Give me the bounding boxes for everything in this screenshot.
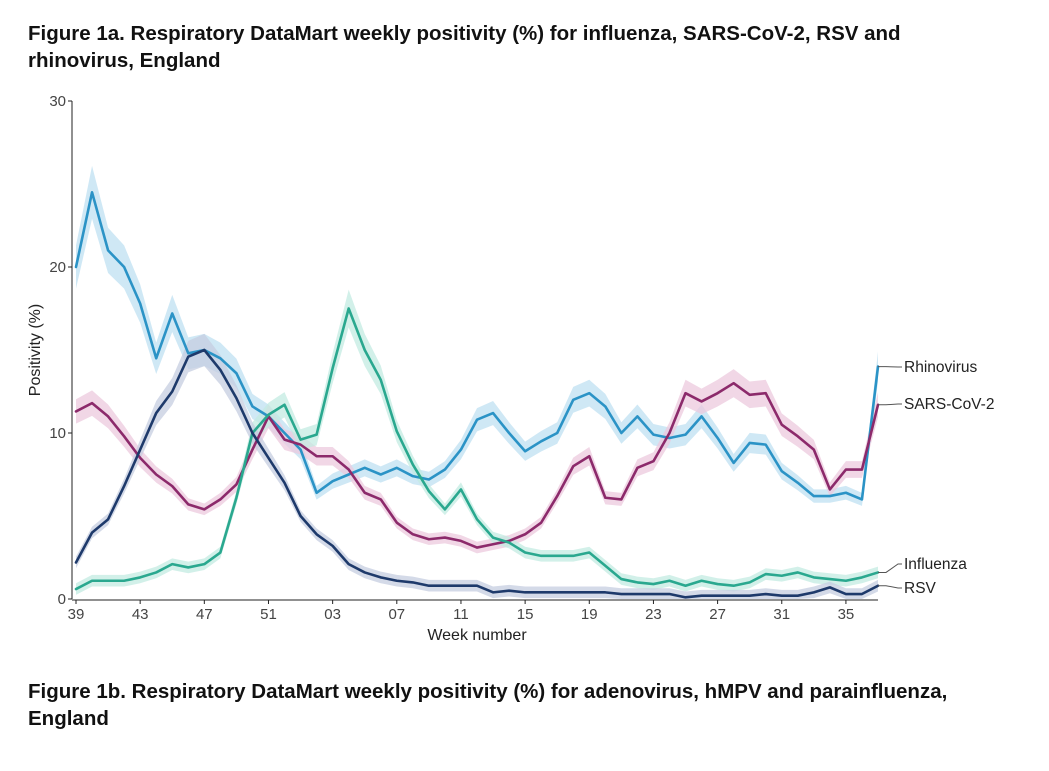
figure-1a-title: Figure 1a. Respiratory DataMart weekly p…: [28, 22, 901, 72]
y-tick-label: 10: [49, 425, 66, 442]
influenza-line: [74, 307, 880, 591]
x-tick-label: 43: [132, 606, 149, 623]
y-axis-ticks: 0 10 20 30: [49, 93, 72, 608]
chart-axes: [71, 101, 878, 601]
y-tick-label: 20: [49, 259, 66, 276]
figure-1b-title: Figure 1b. Respiratory DataMart weekly p…: [28, 680, 948, 730]
sars-cov-2-label: SARS-CoV-2: [904, 396, 994, 413]
x-tick-label: 39: [68, 606, 85, 623]
x-tick-label: 51: [260, 606, 277, 623]
rsv-line: [74, 348, 880, 599]
x-tick-label: 19: [581, 606, 598, 623]
influenza-label: Influenza: [904, 556, 967, 573]
y-axis-title: Positivity (%): [27, 304, 44, 396]
y-tick-label: 30: [49, 93, 66, 110]
x-axis-title: Week number: [427, 627, 527, 644]
rhinovirus-confidence-band: [76, 165, 878, 506]
series-direct-labels: Rhinovirus SARS-CoV-2 Influenza RSV: [878, 359, 994, 597]
series-lines: [74, 191, 880, 599]
rsv-label: RSV: [904, 580, 937, 597]
x-tick-label: 47: [196, 606, 213, 623]
x-tick-label: 31: [773, 606, 790, 623]
rsv-label-leader: [878, 585, 902, 589]
rhinovirus-line: [74, 191, 880, 501]
y-tick-label: 0: [58, 591, 66, 608]
sars-cov-2-label-leader: [878, 403, 902, 406]
sars-cov-2-confidence-band: [76, 369, 878, 554]
rsv-confidence-band: [76, 333, 878, 599]
influenza-label-leader: [878, 563, 902, 573]
confidence-bands: [76, 165, 878, 599]
x-tick-label: 07: [388, 606, 405, 623]
rhinovirus-label: Rhinovirus: [904, 359, 977, 376]
x-axis-ticks: 39 43 47 51 03 07 11 15 19 23 27 31 35: [68, 600, 855, 623]
sars-cov-2-line: [74, 381, 880, 549]
x-tick-label: 23: [645, 606, 662, 623]
x-tick-label: 11: [453, 606, 469, 623]
x-tick-label: 03: [324, 606, 341, 623]
x-tick-label: 27: [709, 606, 726, 623]
x-tick-label: 35: [838, 606, 855, 623]
x-tick-label: 15: [517, 606, 534, 623]
